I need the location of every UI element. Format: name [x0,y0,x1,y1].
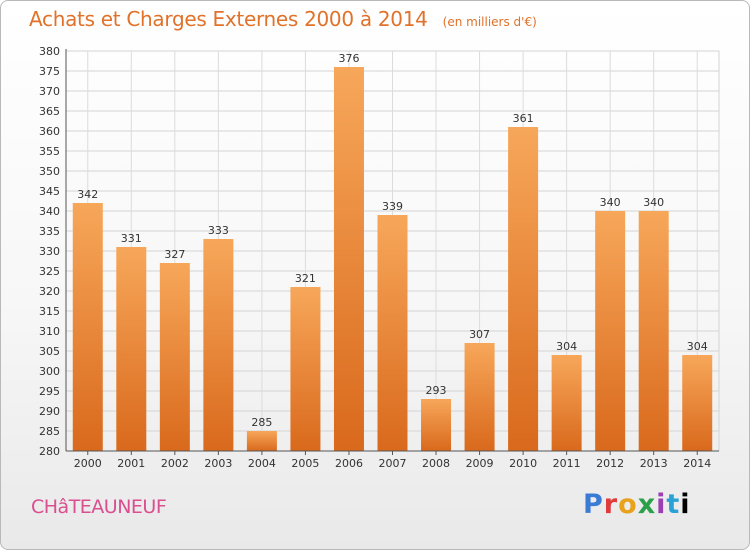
y-tick-label: 325 [39,265,60,278]
bar [246,431,277,451]
y-tick-label: 365 [39,105,60,118]
bar-value-label: 293 [426,384,447,397]
x-tick-label: 2001 [117,457,145,470]
axes: 2802852902953003053103153203253303353403… [39,45,719,470]
bar [508,127,539,451]
x-tick-label: 2013 [640,457,668,470]
x-tick-label: 2002 [161,457,189,470]
bar-value-label: 331 [121,232,142,245]
y-tick-label: 335 [39,225,60,238]
y-tick-label: 350 [39,165,60,178]
x-tick-label: 2010 [509,457,537,470]
logo-letter: i [656,489,667,520]
x-tick-label: 2012 [596,457,624,470]
y-tick-label: 380 [39,45,60,58]
bar [377,215,408,451]
y-tick-label: 315 [39,305,60,318]
bars: 342 331 327 333 285 321 376 339 293 307 361 304 340 3… [72,52,713,451]
y-tick-label: 375 [39,65,60,78]
bar-value-label: 333 [208,224,229,237]
bar [682,355,713,451]
bar-value-label: 340 [643,196,664,209]
logo-letter: o [618,489,638,520]
bar [551,355,582,451]
bar-value-label: 304 [556,340,577,353]
bar [159,263,190,451]
bar [421,399,452,451]
bar-value-label: 339 [382,200,403,213]
bar [290,287,321,451]
chart-header: Achats et Charges Externes 2000 à 2014 (… [29,7,537,31]
x-tick-label: 2007 [379,457,407,470]
bar-value-label: 285 [251,416,272,429]
x-tick-label: 2005 [291,457,319,470]
bar-value-label: 340 [600,196,621,209]
x-tick-label: 2003 [204,457,232,470]
y-tick-label: 280 [39,445,60,458]
y-tick-label: 285 [39,425,60,438]
y-tick-label: 310 [39,325,60,338]
y-tick-label: 295 [39,385,60,398]
bar-value-label: 321 [295,272,316,285]
bar-value-label: 376 [338,52,359,65]
bar [464,343,495,451]
x-tick-label: 2014 [683,457,711,470]
y-tick-label: 330 [39,245,60,258]
x-tick-label: 2009 [466,457,494,470]
x-tick-label: 2011 [553,457,581,470]
bar [333,67,364,451]
logo-letter: x [637,489,657,520]
bar [72,203,103,451]
chart-title: Achats et Charges Externes 2000 à 2014 [29,7,428,31]
y-tick-label: 355 [39,145,60,158]
logo-letter: t [666,489,681,520]
y-tick-label: 345 [39,185,60,198]
bar-value-label: 342 [77,188,98,201]
bar-value-label: 304 [687,340,708,353]
bar-value-label: 307 [469,328,490,341]
y-tick-label: 320 [39,285,60,298]
proxiti-logo[interactable]: Proxiti [583,489,691,520]
bar [595,211,626,451]
logo-letter: i [680,489,691,520]
x-tick-label: 2000 [74,457,102,470]
y-tick-label: 340 [39,205,60,218]
x-tick-label: 2004 [248,457,276,470]
x-tick-label: 2008 [422,457,450,470]
y-tick-label: 290 [39,405,60,418]
commune-name: CHâTEAUNEUF [31,496,167,518]
y-tick-label: 300 [39,365,60,378]
bar-value-label: 361 [513,112,534,125]
chart-subtitle: (en milliers d'€) [442,15,537,29]
bar-value-label: 327 [164,248,185,261]
bar [638,211,669,451]
logo-letter: P [583,489,604,520]
x-tick-label: 2006 [335,457,363,470]
y-tick-label: 370 [39,85,60,98]
bar [203,239,234,451]
y-tick-label: 360 [39,125,60,138]
logo-letter: r [603,489,619,520]
y-tick-label: 305 [39,345,60,358]
bar [116,247,147,451]
